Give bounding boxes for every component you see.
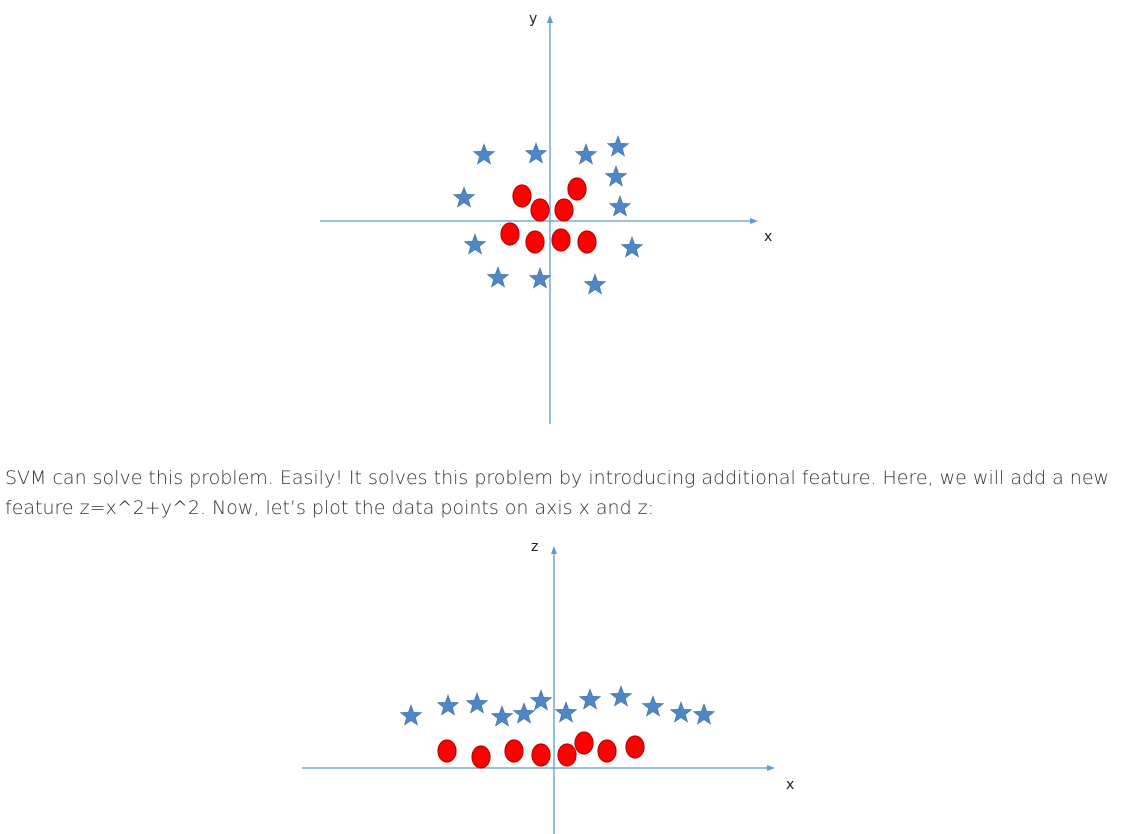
circle-marker-icon — [437, 739, 457, 763]
star-marker-icon — [472, 143, 496, 165]
star-marker-icon — [554, 701, 578, 723]
star-marker-icon — [620, 236, 644, 258]
circle-marker-icon — [597, 739, 617, 763]
circle-marker-icon — [574, 731, 594, 755]
scatter-figure-xy: x y — [320, 11, 772, 424]
x-axis-arrow-icon — [767, 765, 775, 771]
circle-markers-xz — [437, 731, 645, 769]
circle-marker-icon — [557, 743, 577, 767]
star-marker-icon — [528, 267, 552, 289]
star-marker-icon — [604, 165, 628, 187]
star-marker-icon — [486, 266, 510, 288]
star-marker-icon — [578, 688, 602, 710]
z-axis-arrow-icon — [551, 546, 557, 554]
circle-marker-icon — [471, 745, 491, 769]
star-marker-icon — [452, 186, 476, 208]
star-marker-icon — [463, 233, 487, 255]
star-marker-icon — [436, 694, 460, 716]
star-marker-icon — [606, 135, 630, 157]
circle-marker-icon — [525, 230, 545, 254]
star-marker-icon — [641, 695, 665, 717]
x-axis-arrow-icon — [750, 218, 758, 224]
star-marker-icon — [490, 705, 514, 727]
star-marker-icon — [583, 273, 607, 295]
star-marker-icon — [608, 195, 632, 217]
circle-marker-icon — [512, 184, 532, 208]
x-axis-label: x — [764, 229, 772, 245]
axes-xy: x y — [320, 11, 772, 424]
circle-marker-icon — [500, 222, 520, 246]
circle-marker-icon — [625, 735, 645, 759]
star-marker-icon — [609, 685, 633, 707]
x-axis-label: x — [786, 777, 794, 793]
star-marker-icon — [692, 703, 716, 725]
axes-xz: x z — [302, 539, 794, 834]
star-markers-xy — [452, 135, 644, 295]
star-marker-icon — [399, 704, 423, 726]
circle-marker-icon — [504, 739, 524, 763]
star-marker-icon — [512, 702, 536, 724]
star-marker-icon — [529, 689, 553, 711]
circle-marker-icon — [531, 743, 551, 767]
circle-markers-xy — [500, 177, 597, 254]
circle-marker-icon — [577, 230, 597, 254]
circle-marker-icon — [530, 198, 550, 222]
circle-marker-icon — [567, 177, 587, 201]
body-paragraph: SVM can solve this problem. Easily! It s… — [5, 467, 1110, 519]
star-marker-icon — [574, 143, 598, 165]
star-marker-icon — [465, 692, 489, 714]
circle-marker-icon — [554, 198, 574, 222]
star-marker-icon — [669, 701, 693, 723]
star-marker-icon — [524, 142, 548, 164]
circle-marker-icon — [551, 228, 571, 252]
y-axis-label: y — [529, 11, 537, 27]
star-markers-xz — [399, 685, 716, 727]
scatter-figure-xz: x z — [302, 539, 794, 834]
z-axis-label: z — [531, 539, 538, 555]
y-axis-arrow-icon — [547, 15, 553, 23]
